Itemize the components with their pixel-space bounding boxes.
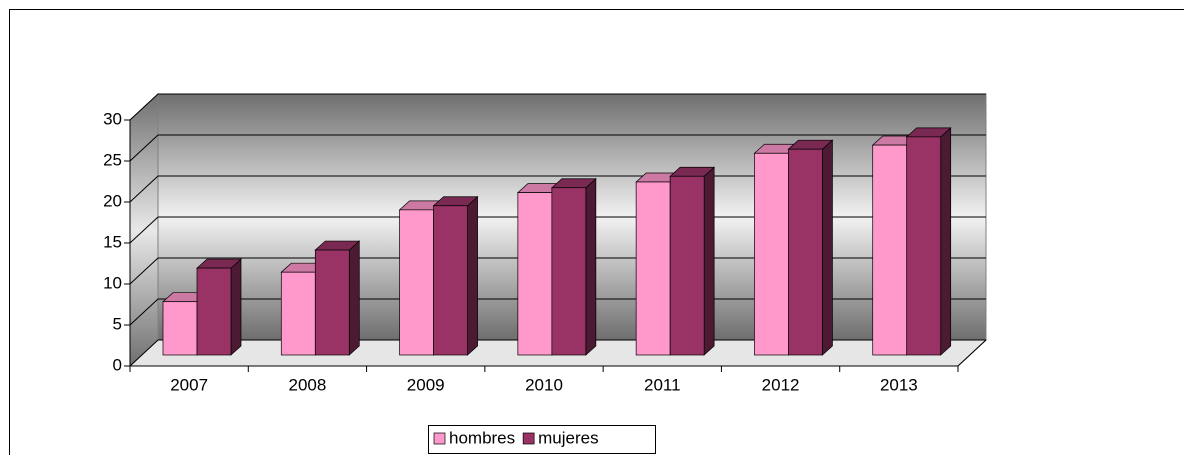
bar-front	[551, 187, 587, 356]
bar-front	[280, 271, 316, 356]
bar-front	[872, 144, 908, 356]
legend: hombres mujeres	[428, 425, 656, 454]
x-tick-label: 2008	[289, 375, 327, 394]
legend-swatch	[433, 432, 446, 445]
bar-front	[669, 175, 705, 356]
bar-front	[906, 136, 942, 356]
y-tick-label: 5	[113, 314, 122, 333]
y-tick-label: 0	[113, 355, 122, 374]
bar-front	[314, 249, 350, 356]
bar	[669, 166, 716, 356]
x-tick-label: 2013	[880, 375, 918, 394]
bar-side	[585, 177, 597, 356]
grid-line	[129, 93, 986, 121]
bar-side	[348, 240, 360, 356]
legend-swatch	[522, 432, 535, 445]
bar	[432, 195, 479, 356]
x-tick-label: 2010	[525, 375, 563, 394]
bar-side	[940, 127, 952, 356]
legend-box	[428, 425, 656, 454]
bar-side	[703, 166, 715, 356]
x-axis-depth	[957, 339, 987, 367]
x-tick-label: 2009	[407, 375, 445, 394]
bar-side	[467, 195, 478, 356]
bar-side	[230, 258, 242, 356]
bar-front	[754, 152, 789, 356]
bar-front	[399, 209, 434, 356]
legend-label: hombres	[449, 428, 515, 447]
bar-front	[433, 205, 468, 356]
y-tick-label: 20	[103, 191, 122, 210]
bar-front	[517, 192, 553, 356]
bar-front	[162, 301, 198, 356]
bar	[905, 127, 952, 356]
y-tick-label: 15	[103, 232, 122, 251]
bar-front	[635, 181, 671, 356]
bar-front	[196, 267, 232, 356]
bar	[314, 240, 361, 356]
bar-side	[822, 139, 833, 356]
y-tick-label: 25	[103, 150, 122, 169]
bar	[550, 177, 597, 356]
bar	[196, 258, 242, 356]
bar-front	[788, 148, 823, 356]
x-tick-label: 2007	[170, 375, 208, 394]
bar	[787, 139, 834, 356]
legend-label: mujeres	[538, 428, 598, 447]
y-tick-label: 30	[103, 109, 122, 128]
x-tick-label: 2012	[762, 375, 800, 394]
grid-line	[129, 134, 986, 162]
x-tick-label: 2011	[644, 375, 681, 394]
y-tick-label: 10	[103, 273, 122, 292]
